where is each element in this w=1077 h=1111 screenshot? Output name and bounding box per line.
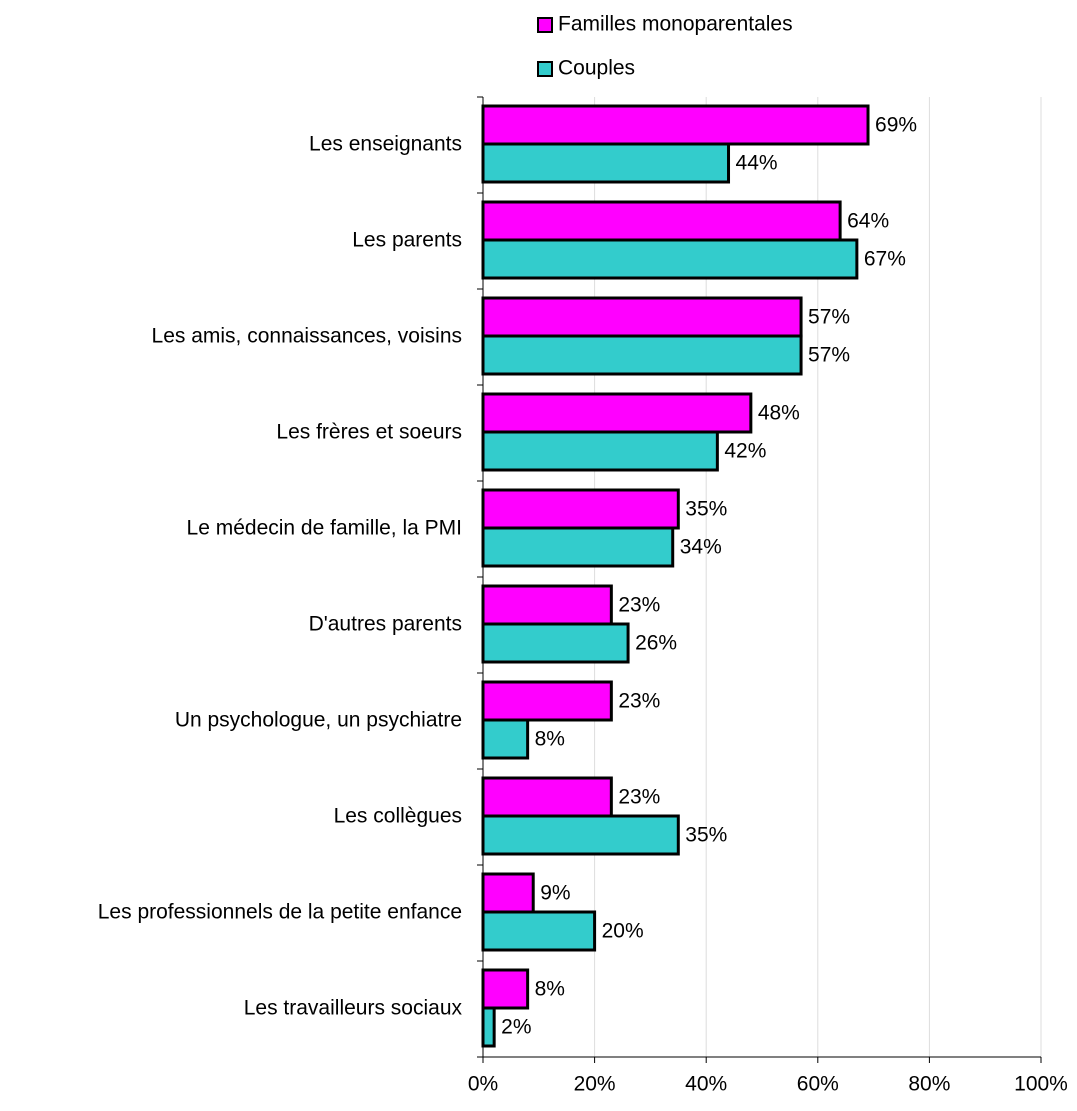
data-label: 23% xyxy=(618,594,660,617)
bar xyxy=(481,142,731,184)
bar xyxy=(481,430,719,472)
y-tick-label: Les frères et soeurs xyxy=(276,421,462,444)
data-label: 9% xyxy=(540,882,570,905)
y-tick-label: Les travailleurs sociaux xyxy=(244,997,463,1020)
bar xyxy=(481,910,597,952)
data-label: 23% xyxy=(618,690,660,713)
bar xyxy=(481,200,842,242)
x-tick-label: 80% xyxy=(908,1073,950,1096)
data-label: 26% xyxy=(635,632,677,655)
data-label: 42% xyxy=(724,440,766,463)
y-tick-label: Les amis, connaissances, voisins xyxy=(152,325,462,348)
legend-label: Couples xyxy=(558,57,635,80)
data-label: 64% xyxy=(847,210,889,233)
data-label: 8% xyxy=(535,728,565,751)
bar xyxy=(481,104,870,146)
bar xyxy=(481,680,613,722)
bar xyxy=(481,1006,496,1048)
bar xyxy=(481,872,535,914)
data-label: 67% xyxy=(864,248,906,271)
data-label: 35% xyxy=(685,498,727,521)
bar xyxy=(481,334,803,376)
y-tick-label: Un psychologue, un psychiatre xyxy=(175,709,462,732)
legend-swatch xyxy=(537,17,553,33)
data-label: 35% xyxy=(685,824,727,847)
bar xyxy=(481,526,675,568)
bar xyxy=(481,584,613,626)
x-tick-label: 60% xyxy=(797,1073,839,1096)
legend-label: Familles monoparentales xyxy=(558,13,793,36)
bar xyxy=(481,718,530,760)
y-tick-label: D'autres parents xyxy=(309,613,462,636)
data-label: 57% xyxy=(808,344,850,367)
bar xyxy=(481,488,680,530)
data-label: 57% xyxy=(808,306,850,329)
y-tick-label: Les enseignants xyxy=(309,133,462,156)
data-label: 2% xyxy=(501,1016,531,1039)
data-label: 48% xyxy=(758,402,800,425)
data-label: 8% xyxy=(535,978,565,1001)
data-label: 44% xyxy=(736,152,778,175)
x-tick-label: 100% xyxy=(1014,1073,1068,1096)
y-tick-label: Les professionnels de la petite enfance xyxy=(98,901,462,924)
x-tick-label: 40% xyxy=(685,1073,727,1096)
data-label: 34% xyxy=(680,536,722,559)
data-label: 69% xyxy=(875,114,917,137)
y-tick-label: Les collègues xyxy=(334,805,462,828)
bar xyxy=(481,296,803,338)
bar xyxy=(481,814,680,856)
y-tick-label: Les parents xyxy=(352,229,462,252)
x-tick-label: 0% xyxy=(468,1073,498,1096)
data-label: 20% xyxy=(602,920,644,943)
bar xyxy=(481,622,630,664)
bar xyxy=(481,238,859,280)
bar xyxy=(481,776,613,818)
bar xyxy=(481,968,530,1010)
data-label: 23% xyxy=(618,786,660,809)
legend-swatch xyxy=(537,61,553,77)
x-tick-label: 20% xyxy=(574,1073,616,1096)
y-tick-label: Le médecin de famille, la PMI xyxy=(187,517,462,540)
bar xyxy=(481,392,753,434)
